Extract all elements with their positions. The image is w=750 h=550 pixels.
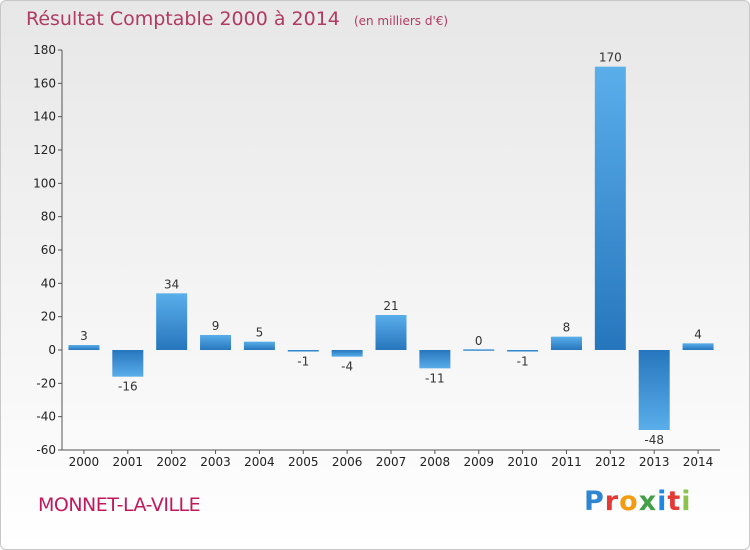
x-tick-label: 2011 xyxy=(551,455,582,469)
data-label-2013: -48 xyxy=(644,433,664,447)
brand-letter: x xyxy=(638,486,658,517)
y-tick-label: 140 xyxy=(33,110,56,124)
data-label-2008: -11 xyxy=(425,371,445,385)
y-tick-label: 180 xyxy=(33,43,56,57)
x-tick-label: 2004 xyxy=(244,455,275,469)
chart-title: Résultat Comptable 2000 à 2014 (en milli… xyxy=(26,8,448,30)
proxiti-logo: Proxiti xyxy=(584,486,692,517)
data-label-2006: -4 xyxy=(341,360,353,374)
chart-subtitle: (en milliers d'€) xyxy=(353,14,449,28)
x-tick-label: 2013 xyxy=(639,455,670,469)
bar-2008 xyxy=(419,350,451,369)
bar-2004 xyxy=(243,341,275,350)
labels: 3 -16 34 9 5 -1 -4 21 -11 0 -1 8 170 -48 4 xyxy=(80,51,702,447)
data-label-2011: 8 xyxy=(563,321,571,335)
y-tick-label: 0 xyxy=(48,343,56,357)
bars xyxy=(68,66,714,430)
bar-2000 xyxy=(68,345,100,350)
bar-2001 xyxy=(112,350,144,377)
data-label-2012: 170 xyxy=(599,51,622,65)
x-tick-label: 2005 xyxy=(288,455,319,469)
x-tick-label: 2008 xyxy=(420,455,451,469)
data-label-2009: 0 xyxy=(475,334,483,348)
x-tick-label: 2014 xyxy=(683,455,714,469)
bar-2013 xyxy=(638,350,670,430)
x-tick-label: 2003 xyxy=(200,455,231,469)
data-label-2003: 9 xyxy=(212,319,220,333)
bar-2014 xyxy=(682,343,714,350)
data-label-2000: 3 xyxy=(80,329,88,343)
commune-name: MONNET-LA-VILLE xyxy=(38,494,201,516)
brand-letter: t xyxy=(667,486,682,517)
y-tick-label: 120 xyxy=(33,143,56,157)
y-tick-label: 100 xyxy=(33,176,56,190)
y-tick-label: -60 xyxy=(36,443,56,457)
brand-letter: o xyxy=(619,486,639,517)
bar-2005 xyxy=(287,350,319,352)
y-tick-label: 80 xyxy=(41,210,56,224)
x-tick-label: 2007 xyxy=(376,455,407,469)
data-label-2014: 4 xyxy=(694,327,702,341)
brand-letter: i xyxy=(681,486,692,517)
chart-title-text: Résultat Comptable 2000 à 2014 xyxy=(26,8,340,30)
brand-letter: P xyxy=(584,486,605,517)
data-label-2001: -16 xyxy=(118,380,138,394)
y-tick-label: 60 xyxy=(41,243,56,257)
y-tick-label: 160 xyxy=(33,76,56,90)
y-tick-label: -20 xyxy=(36,376,56,390)
data-label-2002: 34 xyxy=(164,277,179,291)
x-tick-label: 2002 xyxy=(156,455,187,469)
bar-2002 xyxy=(156,293,188,350)
data-label-2004: 5 xyxy=(256,326,264,340)
bar-2010 xyxy=(507,350,539,352)
bar-2003 xyxy=(200,335,232,350)
bar-2011 xyxy=(550,336,582,350)
bar-2006 xyxy=(331,350,363,357)
data-label-2010: -1 xyxy=(517,355,529,369)
x-tick-label: 2001 xyxy=(113,455,144,469)
bar-2012 xyxy=(594,66,626,351)
x-tick-label: 2012 xyxy=(595,455,626,469)
y-tick-label: 20 xyxy=(41,310,56,324)
x-tick-label: 2009 xyxy=(463,455,494,469)
bar-2007 xyxy=(375,315,407,350)
x-tick-label: 2006 xyxy=(332,455,363,469)
x-tick-label: 2000 xyxy=(69,455,100,469)
brand-letter: r xyxy=(604,486,620,517)
y-tick-label: 40 xyxy=(41,276,56,290)
brand-letter: i xyxy=(657,486,668,517)
x-tick-label: 2010 xyxy=(507,455,538,469)
y-tick-label: -40 xyxy=(36,410,56,424)
data-label-2007: 21 xyxy=(383,299,398,313)
data-label-2005: -1 xyxy=(297,355,309,369)
bar-2009 xyxy=(463,349,495,351)
